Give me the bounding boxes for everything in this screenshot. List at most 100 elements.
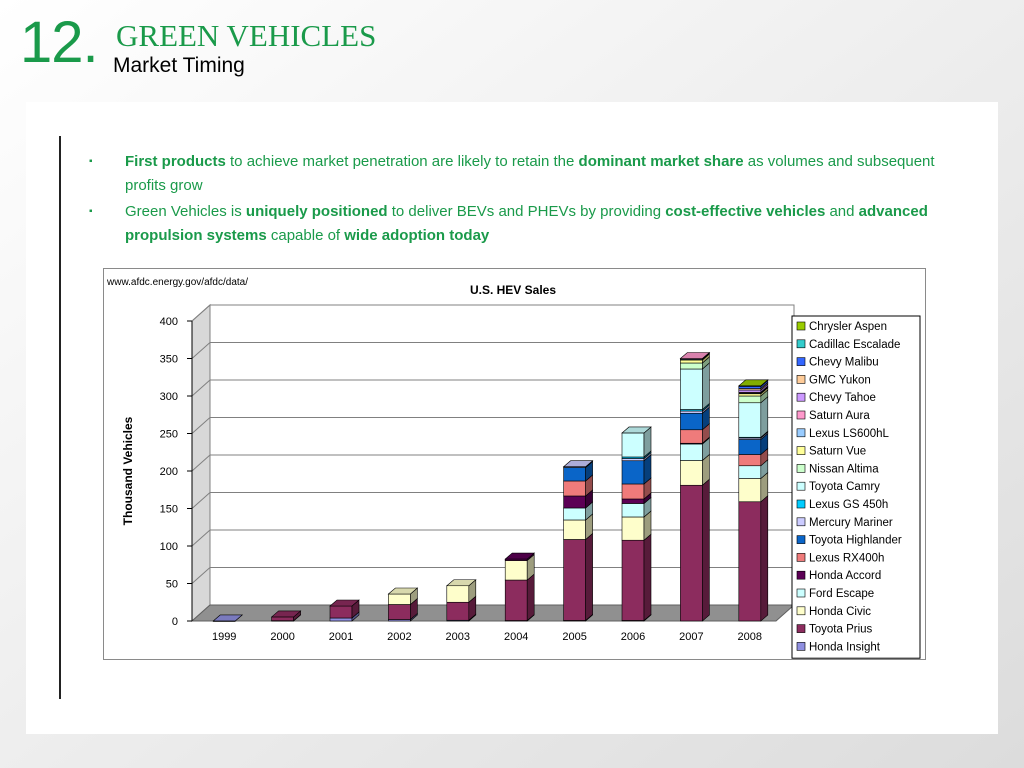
chart-legend [791, 315, 921, 659]
gridline-diagonal [191, 567, 211, 584]
y-tick-label: 200 [160, 466, 178, 478]
bar-top-face [212, 614, 244, 622]
bar-top-face [387, 587, 419, 595]
legend-swatch [796, 481, 806, 491]
x-tick-label: 2002 [387, 631, 411, 643]
bar-segment [329, 617, 353, 622]
legend-swatch [796, 357, 806, 366]
legend-label: Saturn Aura [809, 410, 870, 422]
bar-segment-side [585, 532, 593, 622]
slide-title: GREEN VEHICLES [116, 18, 377, 53]
x-tick-label: 2006 [621, 631, 645, 643]
legend-swatch [796, 339, 806, 349]
legend-label: Toyota Camry [809, 481, 880, 493]
legend-swatch [796, 553, 806, 562]
bullet-text-bold: First products [125, 153, 226, 170]
x-tick-label: 2003 [446, 631, 470, 643]
legend-swatch [796, 624, 806, 633]
legend-label: Chevy Malibu [809, 357, 879, 369]
bar-segment [621, 460, 645, 485]
legend-label: Ford Escape [809, 588, 874, 600]
legend-label: Toyota Highlander [809, 535, 902, 547]
legend-swatch [796, 446, 806, 455]
slide-subtitle: Market Timing [113, 54, 245, 77]
bar-top-face [679, 352, 711, 359]
legend-label: Lexus RX400h [809, 552, 884, 564]
bullet-text-bold: uniquely positioned [245, 203, 388, 220]
bar-segment [680, 362, 703, 370]
bar-segment [738, 389, 762, 393]
bar-segment [563, 507, 586, 521]
bar-segment [738, 439, 762, 455]
y-tick-label: 50 [166, 579, 178, 591]
bar-segment-side [643, 533, 652, 622]
bar-segment [563, 519, 586, 540]
bar-segment [504, 560, 528, 581]
y-tick-label: 250 [160, 429, 178, 441]
legend-swatch [796, 392, 806, 402]
legend-swatch [796, 606, 806, 616]
bar-segment-side [702, 362, 710, 411]
bullet-item: ▪ First products to achieve market penet… [89, 150, 939, 198]
legend-label: Honda Civic [809, 606, 871, 618]
bar-segment [680, 410, 703, 414]
legend-label: Nissan Altima [809, 463, 879, 475]
bar-segment [680, 484, 703, 622]
y-tick-label: 150 [160, 504, 178, 516]
bar-segment [680, 412, 703, 431]
bar-segment [738, 395, 762, 404]
legend-label: Honda Accord [809, 570, 881, 582]
bullet-text: to achieve market penetration are likely… [225, 153, 579, 170]
gridline-diagonal [191, 454, 211, 472]
gridline-diagonal [191, 304, 211, 322]
legend-label: GMC Yukon [809, 374, 871, 386]
legend-label: Cadillac Escalade [809, 339, 900, 351]
y-tick-label: 400 [160, 316, 178, 328]
y-axis-label: Thousand Vehicles [121, 416, 135, 525]
y-tick-label: 300 [160, 391, 178, 403]
bar-segment [680, 359, 703, 364]
gridline-diagonal [191, 342, 211, 359]
bullet-text-bold: advanced propulsion systems [125, 203, 928, 244]
y-tick-label: 350 [160, 354, 178, 366]
bar-segment [271, 616, 294, 622]
legend-swatch [796, 410, 806, 420]
bar-segment [738, 478, 762, 503]
bullet-text: as volumes and subsequent profits grow [125, 153, 935, 194]
bar-segment [738, 402, 762, 438]
bar-segment [680, 443, 703, 461]
bar-segment-side [526, 573, 535, 622]
bar-segment [621, 432, 645, 458]
bar-segment [738, 465, 762, 479]
bar-segment [621, 483, 645, 500]
legend-swatch [796, 499, 806, 509]
legend-swatch [796, 517, 806, 527]
bar-segment [738, 454, 762, 467]
legend-label: Mercury Mariner [809, 517, 893, 529]
bar-segment [621, 458, 645, 462]
vertical-divider [59, 136, 61, 699]
legend-swatch [796, 321, 806, 331]
bar-top-face [504, 552, 536, 560]
slide-number: 12. [20, 10, 99, 75]
chart-title: U.S. HEV Sales [470, 283, 556, 297]
bar-segment [563, 539, 586, 621]
bar-segment [680, 429, 703, 444]
legend-label: Honda Insight [809, 641, 881, 653]
bar-segment [738, 501, 762, 622]
bar-segment [621, 516, 645, 541]
bar-top-face [737, 379, 769, 387]
y-tick-label: 0 [172, 616, 178, 628]
bar-segment [504, 579, 528, 621]
legend-swatch [796, 588, 806, 598]
legend-label: Toyota Prius [809, 624, 873, 636]
bar-segment [680, 368, 703, 410]
legend-swatch [796, 464, 806, 473]
bar-segment [621, 539, 645, 621]
bullet-text: and [825, 203, 859, 220]
bar-segment-side [760, 396, 769, 438]
x-tick-label: 2000 [270, 631, 294, 643]
bar-segment [388, 604, 411, 620]
bar-segment [446, 601, 470, 621]
x-tick-label: 2005 [562, 631, 586, 643]
